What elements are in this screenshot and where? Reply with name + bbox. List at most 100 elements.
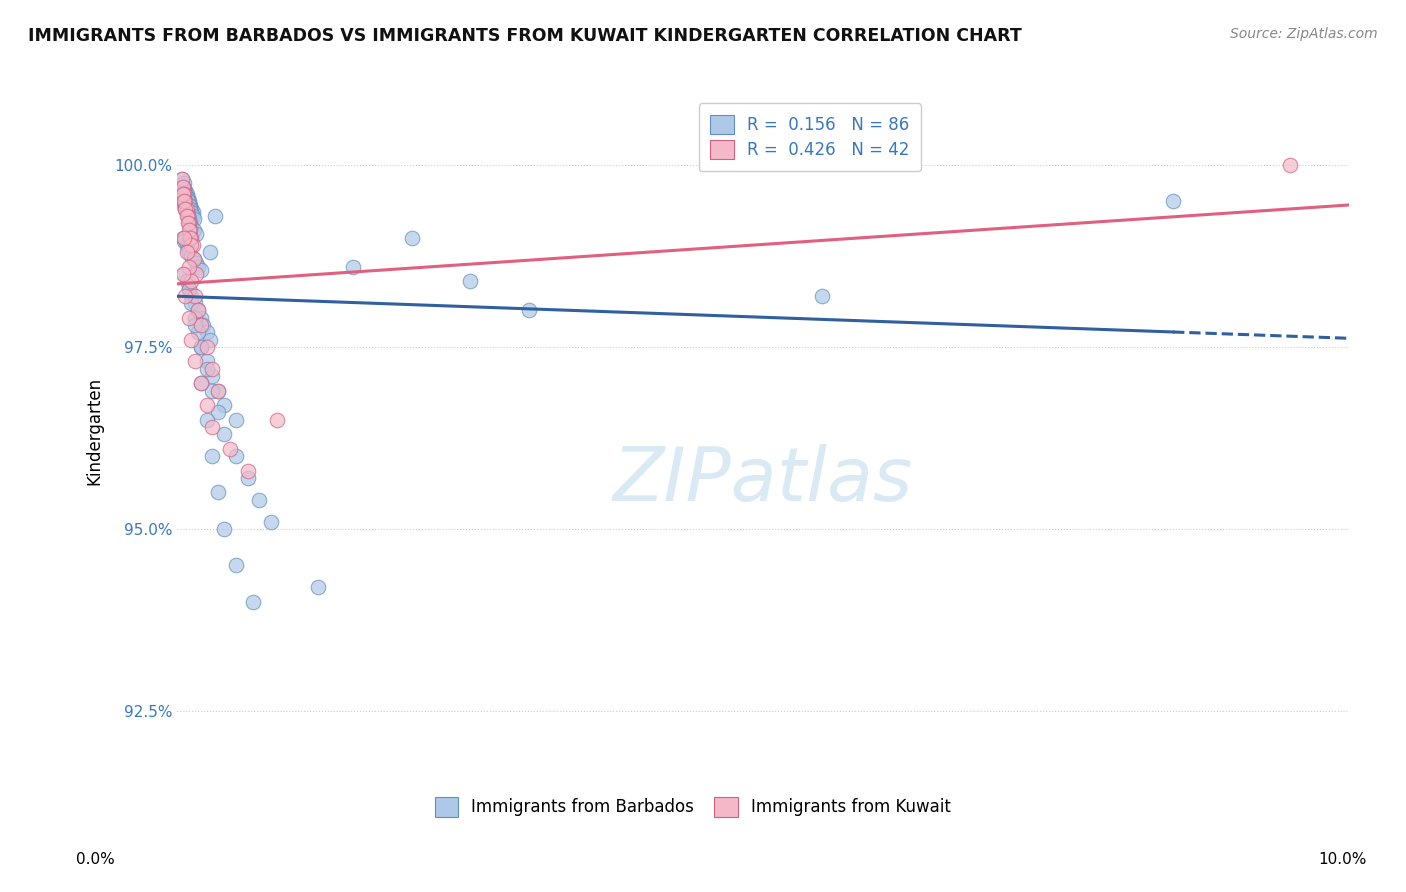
Point <box>212 427 235 442</box>
Point <box>173 176 195 190</box>
Point <box>207 384 229 398</box>
Point <box>184 318 207 332</box>
Point <box>1279 158 1302 172</box>
Point <box>195 326 218 340</box>
Point <box>173 186 195 201</box>
Point <box>181 238 204 252</box>
Point <box>184 354 207 368</box>
Point <box>172 267 194 281</box>
Point <box>236 464 259 478</box>
Y-axis label: Kindergarten: Kindergarten <box>86 376 103 484</box>
Point <box>187 303 209 318</box>
Point <box>177 216 200 230</box>
Point <box>174 289 197 303</box>
Point <box>190 376 212 391</box>
Point <box>183 212 205 227</box>
Point <box>184 310 207 325</box>
Point <box>207 485 229 500</box>
Point <box>195 361 218 376</box>
Point <box>212 398 235 412</box>
Point <box>172 194 194 209</box>
Point <box>180 296 202 310</box>
Point <box>187 303 209 318</box>
Point <box>174 194 197 209</box>
Point <box>204 209 226 223</box>
Point <box>184 267 207 281</box>
Point <box>242 595 264 609</box>
Text: IMMIGRANTS FROM BARBADOS VS IMMIGRANTS FROM KUWAIT KINDERGARTEN CORRELATION CHAR: IMMIGRANTS FROM BARBADOS VS IMMIGRANTS F… <box>28 27 1022 45</box>
Point <box>174 202 197 216</box>
Point <box>176 205 198 219</box>
Point <box>190 340 212 354</box>
Point <box>179 230 201 244</box>
Point <box>173 267 195 281</box>
Point <box>170 172 193 186</box>
Point <box>177 212 200 227</box>
Point <box>219 442 242 456</box>
Point <box>177 242 200 256</box>
Point <box>260 515 283 529</box>
Point <box>201 368 224 383</box>
Point <box>201 384 224 398</box>
Point <box>177 310 200 325</box>
Point <box>172 179 194 194</box>
Point <box>173 183 195 197</box>
Point <box>236 471 259 485</box>
Point <box>190 340 212 354</box>
Point <box>176 274 198 288</box>
Point <box>180 333 202 347</box>
Point <box>180 249 202 263</box>
Point <box>184 296 207 310</box>
Point <box>183 252 205 267</box>
Point <box>177 209 200 223</box>
Point <box>177 194 200 209</box>
Point <box>176 238 198 252</box>
Point <box>190 310 212 325</box>
Point <box>190 318 212 332</box>
Point <box>198 333 221 347</box>
Point <box>174 202 197 216</box>
Point <box>177 216 200 230</box>
Point <box>181 209 204 223</box>
Point <box>179 223 201 237</box>
Point <box>266 412 288 426</box>
Point <box>177 198 200 212</box>
Point <box>179 202 201 216</box>
Point <box>180 230 202 244</box>
Point <box>180 274 202 288</box>
Point <box>225 558 247 573</box>
Point <box>401 230 423 244</box>
Point <box>184 289 207 303</box>
Point <box>177 282 200 296</box>
Point <box>173 194 195 209</box>
Point <box>176 191 198 205</box>
Point <box>207 384 229 398</box>
Point <box>191 318 214 332</box>
Point <box>177 260 200 274</box>
Point <box>179 198 201 212</box>
Point <box>201 420 224 434</box>
Point <box>180 219 202 234</box>
Point <box>180 202 202 216</box>
Point <box>172 179 194 194</box>
Point <box>183 223 205 237</box>
Point <box>173 230 195 244</box>
Point <box>458 274 481 288</box>
Point <box>201 361 224 376</box>
Point <box>177 194 200 209</box>
Point <box>172 186 194 201</box>
Point <box>180 205 202 219</box>
Point <box>177 223 200 237</box>
Point <box>173 198 195 212</box>
Point <box>174 183 197 197</box>
Point <box>195 398 218 412</box>
Point <box>810 289 832 303</box>
Point <box>176 245 198 260</box>
Point <box>172 230 194 244</box>
Point <box>187 260 209 274</box>
Point <box>184 256 207 270</box>
Point <box>201 449 224 463</box>
Point <box>177 209 200 223</box>
Text: ZIPatlas: ZIPatlas <box>613 444 912 516</box>
Point <box>187 326 209 340</box>
